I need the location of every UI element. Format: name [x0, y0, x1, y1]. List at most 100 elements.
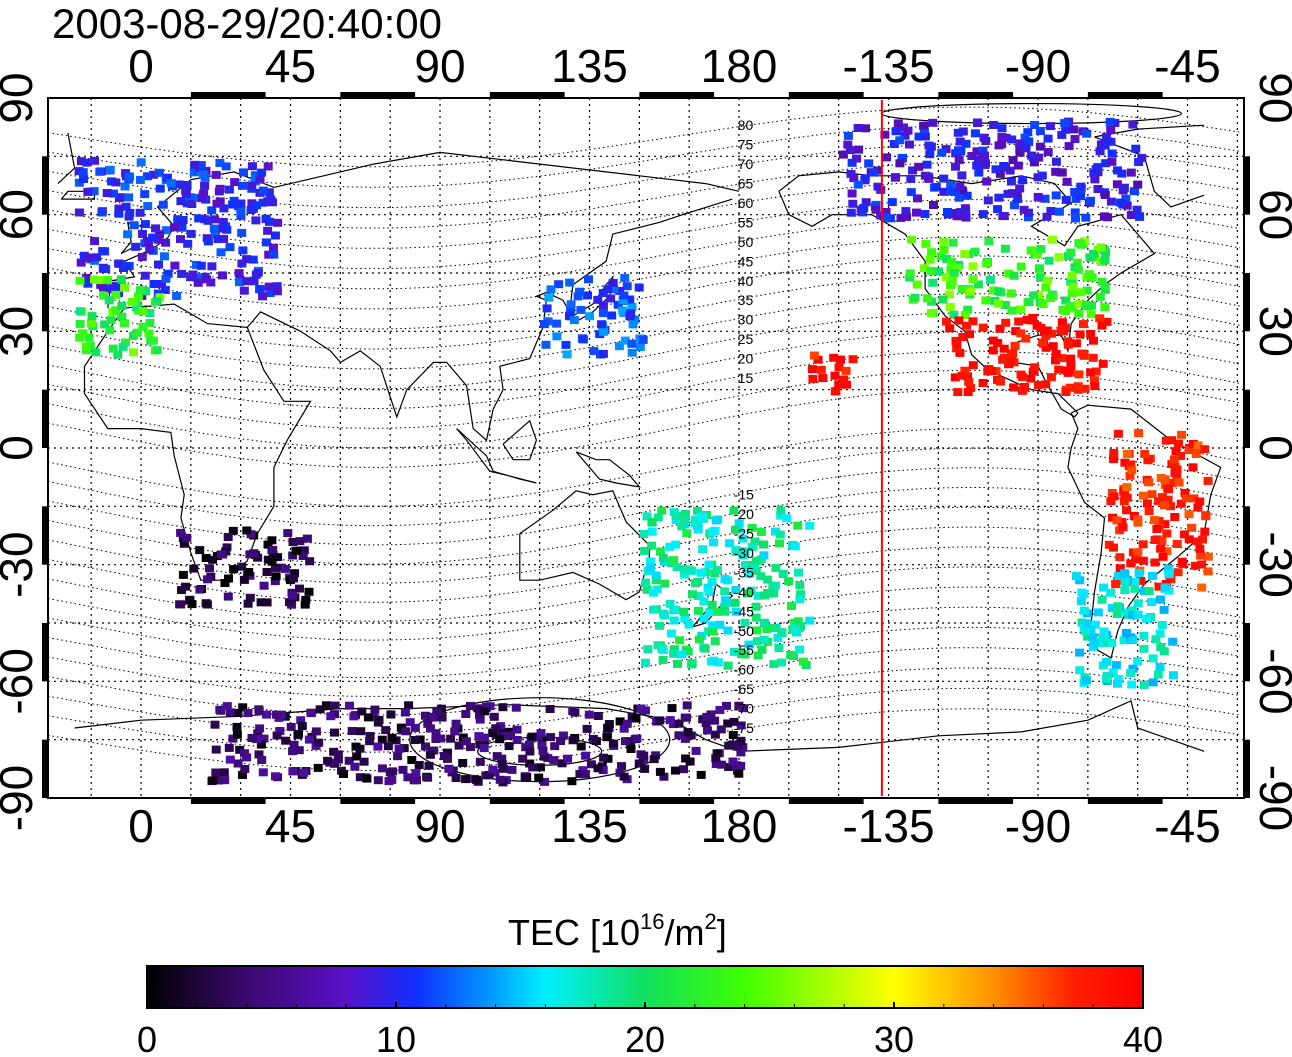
- tec-cell: [247, 734, 257, 742]
- contour-label: -40: [734, 584, 754, 600]
- tec-cell: [642, 512, 652, 521]
- tec-cell: [736, 649, 746, 658]
- tec-cell: [114, 209, 124, 218]
- tec-cell: [405, 718, 415, 727]
- tec-cell: [155, 184, 165, 193]
- tec-cell: [731, 607, 741, 616]
- tec-cell: [1102, 671, 1112, 680]
- tec-cell: [1012, 189, 1022, 198]
- tec-cell: [609, 285, 619, 294]
- tec-cell: [1109, 455, 1119, 464]
- tec-cell: [994, 287, 1004, 296]
- tec-cell: [847, 189, 857, 198]
- tec-cell: [922, 294, 932, 303]
- tec-cell: [979, 133, 989, 142]
- tec-cell: [942, 317, 951, 326]
- tec-cell: [87, 312, 97, 321]
- tec-cell: [261, 214, 271, 223]
- tec-cell: [1016, 329, 1026, 338]
- tec-cell: [216, 248, 226, 257]
- tec-cell: [114, 259, 124, 268]
- tec-cell: [1037, 171, 1047, 180]
- tec-cell: [598, 349, 608, 358]
- tec-cell: [423, 719, 433, 728]
- tec-cell: [1163, 564, 1173, 573]
- tec-cell: [411, 769, 421, 778]
- tec-cell: [256, 598, 266, 607]
- tec-cell: [1000, 244, 1010, 253]
- tec-cell: [655, 547, 665, 556]
- tec-cell: [359, 757, 369, 766]
- tec-cell: [304, 587, 314, 596]
- tec-cell: [991, 367, 1001, 376]
- tec-cell: [999, 344, 1009, 353]
- tec-cell: [1065, 303, 1075, 312]
- tec-cell: [599, 753, 609, 762]
- tec-cell: [98, 283, 108, 292]
- tec-cell: [674, 719, 684, 728]
- tec-cell: [162, 173, 172, 182]
- tec-cell: [1159, 647, 1169, 656]
- tec-cell: [694, 592, 704, 600]
- tec-cell: [1051, 191, 1061, 200]
- tec-cell: [196, 161, 206, 170]
- tec-cell: [117, 312, 127, 321]
- tec-cell: [436, 734, 446, 743]
- tec-cell: [410, 723, 420, 732]
- tec-cell: [1060, 119, 1070, 128]
- tec-cell: [847, 158, 857, 167]
- tec-cell: [1167, 436, 1177, 445]
- tec-cell: [906, 174, 916, 183]
- tec-cell: [753, 591, 763, 600]
- tec-cell: [1157, 621, 1167, 629]
- tec-cell: [82, 273, 91, 282]
- tec-cell: [660, 579, 670, 588]
- tec-cell: [581, 751, 591, 760]
- tec-cell: [846, 208, 856, 217]
- contour-label: -50: [734, 623, 754, 639]
- tec-cell: [707, 578, 717, 586]
- tec-cell: [972, 161, 982, 170]
- tec-cell: [373, 776, 383, 785]
- tec-cell: [752, 556, 761, 565]
- tec-cell: [512, 736, 522, 744]
- tec-cell: [267, 557, 277, 566]
- tec-cell: [1015, 139, 1025, 148]
- colorbar-tick-label: 30: [874, 1019, 914, 1057]
- tec-cell: [1057, 168, 1067, 177]
- tec-cell: [542, 304, 552, 313]
- tec-cell: [903, 126, 913, 135]
- tec-cell: [270, 563, 280, 572]
- tec-cell: [102, 189, 112, 197]
- tec-cell: [536, 763, 545, 772]
- tec-cell: [131, 242, 141, 251]
- tec-cell: [211, 745, 221, 754]
- tec-cell: [1098, 359, 1108, 368]
- tec-cell: [1195, 497, 1205, 506]
- tec-cell: [1028, 367, 1038, 376]
- tec-cell: [125, 208, 135, 217]
- tec-cell: [143, 238, 153, 247]
- tec-cell: [991, 165, 1001, 174]
- tec-cell: [365, 732, 375, 740]
- tec-cell: [980, 151, 989, 160]
- tec-cell: [148, 336, 158, 345]
- tec-cell: [1074, 309, 1084, 318]
- tec-cell: [225, 755, 235, 764]
- tec-cell: [1024, 298, 1034, 306]
- tec-cell: [1135, 212, 1145, 221]
- tec-cell: [461, 775, 471, 784]
- tec-cell: [352, 752, 362, 761]
- tec-cell: [640, 764, 650, 773]
- tec-cell: [708, 627, 718, 636]
- tec-cell: [302, 534, 312, 543]
- tec-cell: [1162, 529, 1172, 538]
- tec-cell: [902, 212, 912, 221]
- tec-cell: [1127, 466, 1137, 475]
- tec-cell: [1051, 350, 1061, 358]
- tec-cell: [264, 188, 274, 197]
- tec-cell: [177, 223, 187, 232]
- tec-cell: [1016, 305, 1025, 314]
- contour-label: -45: [734, 603, 754, 619]
- tec-cell: [715, 706, 725, 714]
